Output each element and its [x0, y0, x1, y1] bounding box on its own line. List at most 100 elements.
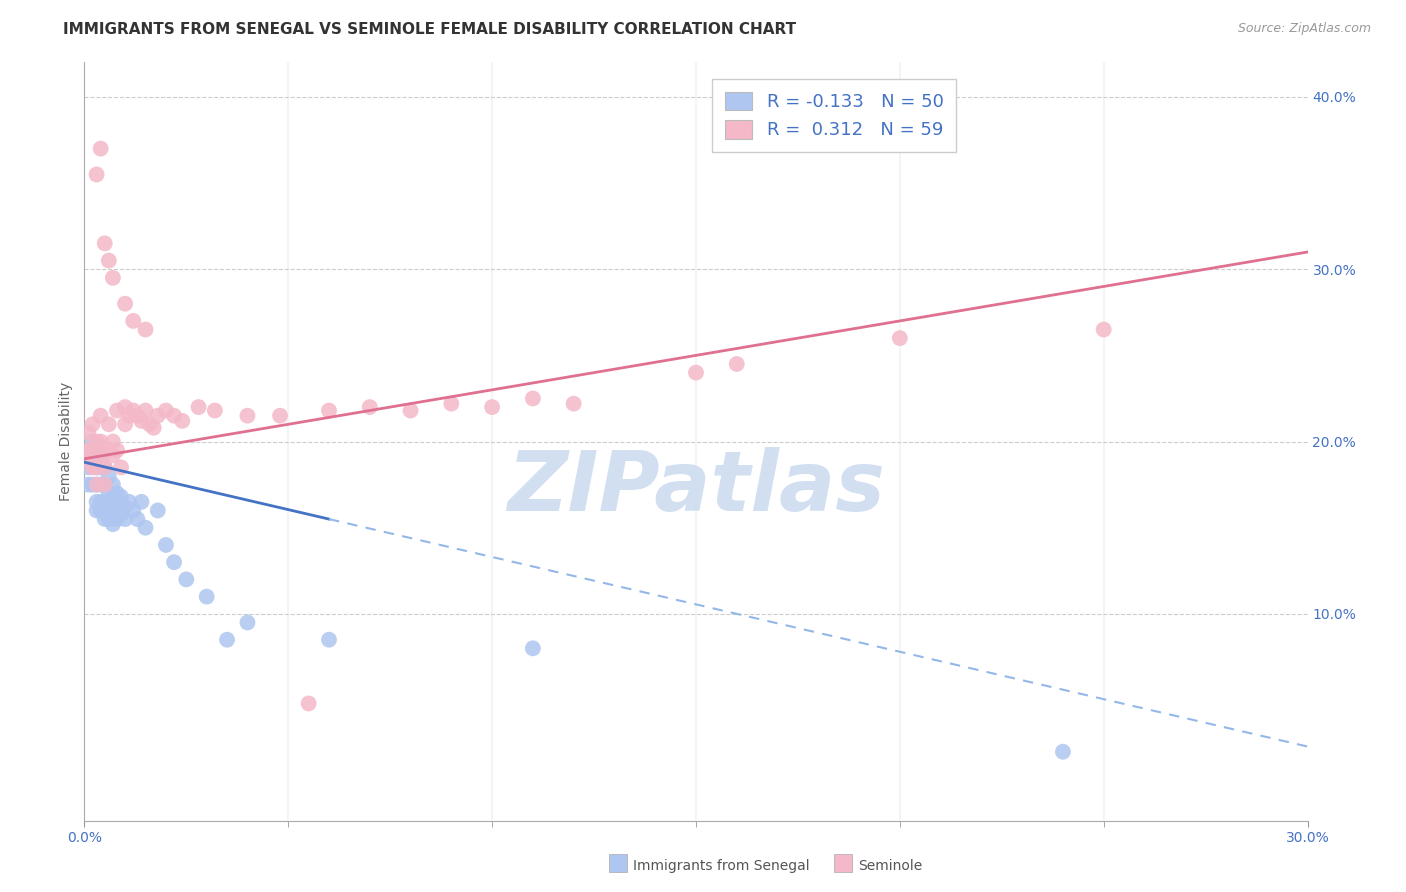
- Point: [122, 503, 145, 517]
- Text: IMMIGRANTS FROM SENEGAL VS SEMINOLE FEMALE DISABILITY CORRELATION CHART: IMMIGRANTS FROM SENEGAL VS SEMINOLE FEMA…: [63, 22, 796, 37]
- Point: [359, 400, 381, 414]
- Point: [131, 495, 153, 509]
- Point: [77, 425, 100, 440]
- Point: [90, 451, 112, 466]
- Point: [101, 503, 124, 517]
- Point: [217, 632, 239, 647]
- Point: [90, 142, 112, 156]
- Point: [101, 517, 124, 532]
- Point: [93, 512, 115, 526]
- Point: [685, 366, 707, 380]
- Point: [101, 477, 124, 491]
- Point: [101, 490, 124, 504]
- Point: [82, 434, 104, 449]
- Point: [93, 460, 115, 475]
- Point: [77, 460, 100, 475]
- Point: [1092, 322, 1115, 336]
- Point: [114, 500, 136, 514]
- Point: [122, 403, 145, 417]
- Point: [105, 443, 128, 458]
- Point: [135, 521, 157, 535]
- Point: [90, 477, 112, 491]
- Point: [114, 417, 136, 432]
- Point: [82, 451, 104, 466]
- Point: [522, 392, 544, 406]
- Point: [122, 314, 145, 328]
- Point: [86, 443, 108, 458]
- Text: ZIPatlas: ZIPatlas: [508, 447, 884, 527]
- Point: [86, 460, 108, 475]
- Point: [135, 322, 157, 336]
- Point: [110, 507, 132, 521]
- Point: [440, 396, 463, 410]
- Point: [204, 403, 226, 417]
- Point: [82, 443, 104, 458]
- Point: [82, 460, 104, 475]
- Point: [90, 495, 112, 509]
- Point: [82, 477, 104, 491]
- Point: [105, 500, 128, 514]
- Point: [90, 451, 112, 466]
- Point: [172, 414, 194, 428]
- Point: [725, 357, 748, 371]
- Text: Seminole: Seminole: [858, 859, 922, 873]
- Point: [77, 443, 100, 458]
- Point: [127, 409, 149, 423]
- Point: [97, 495, 120, 509]
- Point: [90, 460, 112, 475]
- Point: [889, 331, 911, 345]
- Point: [155, 403, 177, 417]
- Point: [86, 460, 108, 475]
- Point: [93, 443, 115, 458]
- Point: [105, 486, 128, 500]
- Point: [90, 434, 112, 449]
- Text: Source: ZipAtlas.com: Source: ZipAtlas.com: [1237, 22, 1371, 36]
- Point: [114, 296, 136, 310]
- Point: [318, 403, 340, 417]
- Point: [77, 477, 100, 491]
- Y-axis label: Female Disability: Female Disability: [59, 382, 73, 501]
- Text: Immigrants from Senegal: Immigrants from Senegal: [633, 859, 810, 873]
- Point: [97, 512, 120, 526]
- Point: [118, 495, 141, 509]
- Point: [195, 590, 218, 604]
- Point: [93, 477, 115, 491]
- Point: [269, 409, 291, 423]
- Point: [101, 270, 124, 285]
- Point: [1052, 745, 1074, 759]
- Point: [163, 409, 186, 423]
- Point: [90, 409, 112, 423]
- Point: [399, 403, 422, 417]
- Point: [131, 414, 153, 428]
- Point: [82, 417, 104, 432]
- Point: [93, 503, 115, 517]
- Point: [93, 477, 115, 491]
- Point: [97, 417, 120, 432]
- Point: [163, 555, 186, 569]
- Point: [97, 253, 120, 268]
- Point: [86, 477, 108, 491]
- Point: [86, 495, 108, 509]
- Point: [110, 460, 132, 475]
- Point: [118, 409, 141, 423]
- Point: [86, 503, 108, 517]
- Point: [86, 168, 108, 182]
- Point: [97, 486, 120, 500]
- Point: [236, 409, 259, 423]
- Point: [146, 409, 169, 423]
- Point: [174, 573, 197, 587]
- Point: [105, 403, 128, 417]
- Point: [114, 400, 136, 414]
- Point: [101, 434, 124, 449]
- Point: [110, 490, 132, 504]
- Point: [146, 503, 169, 517]
- Point: [86, 434, 108, 449]
- Point: [101, 448, 124, 462]
- Point: [86, 477, 108, 491]
- Point: [114, 512, 136, 526]
- Point: [481, 400, 503, 414]
- Point: [97, 469, 120, 483]
- Point: [73, 451, 96, 466]
- Point: [236, 615, 259, 630]
- Point: [318, 632, 340, 647]
